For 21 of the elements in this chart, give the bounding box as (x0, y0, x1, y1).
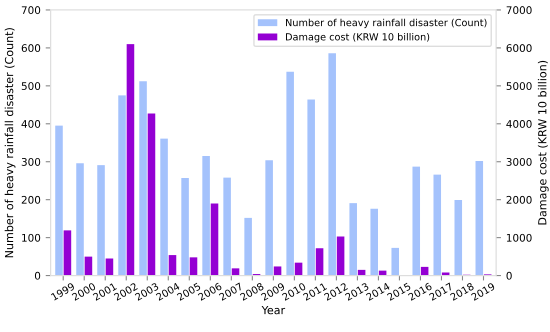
y2-tick-label: 6000 (506, 44, 532, 52)
y2-tick-label: 2000 (506, 196, 532, 204)
y-tick-label: 200 (22, 196, 40, 204)
y-tick-label: 600 (22, 44, 40, 52)
y-tick-label: 300 (22, 158, 40, 166)
y-tick-label: 100 (22, 234, 40, 242)
y2-tick-label: 5000 (506, 82, 532, 90)
y-tick-label: 0 (34, 272, 40, 280)
legend-label: Number of heavy rainfall disaster (Count) (286, 18, 487, 28)
y2-tick-label: 1000 (506, 234, 532, 242)
y-tick-label: 500 (22, 82, 40, 90)
y-tick-label: 400 (22, 120, 40, 128)
y2-tick-label: 7000 (506, 6, 532, 14)
y2-tick-label: 4000 (506, 120, 532, 128)
legend-label: Damage cost (KRW 10 billion) (286, 32, 430, 42)
y2-tick-label: 0 (506, 272, 512, 280)
y2-axis-title: Damage cost (KRW 10 billion) (538, 60, 549, 224)
y2-tick-label: 3000 (506, 158, 532, 166)
y-axis-title: Number of heavy rainfall disaster (Count) (4, 28, 16, 258)
x-axis-title: Year (262, 306, 286, 314)
y-tick-label: 700 (22, 6, 40, 14)
